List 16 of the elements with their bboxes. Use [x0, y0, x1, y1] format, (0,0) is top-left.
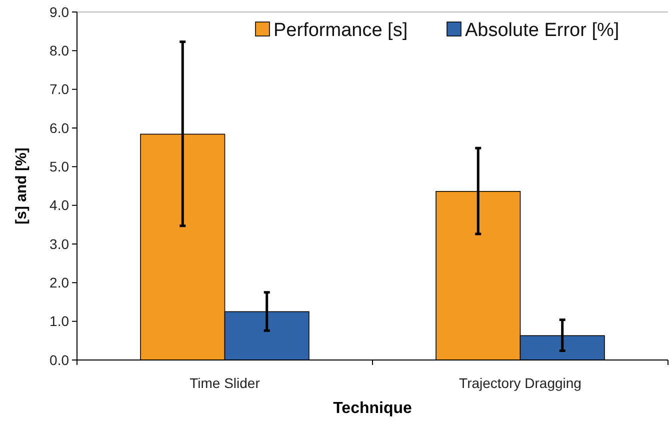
- x-tick-label: Time Slider: [190, 375, 260, 391]
- y-tick-label: 3.0: [50, 236, 70, 252]
- x-axis-title: Technique: [333, 400, 412, 417]
- y-tick-label: 4.0: [50, 197, 70, 214]
- legend-label: Absolute Error [%]: [465, 20, 620, 41]
- y-tick-label: 9.0: [50, 4, 70, 20]
- x-tick-label: Trajectory Dragging: [459, 375, 582, 391]
- y-tick-label: 7.0: [50, 81, 70, 98]
- y-tick-label: 1.0: [50, 313, 70, 330]
- y-tick-label: 0.0: [50, 352, 70, 368]
- legend-label: Performance [s]: [274, 20, 408, 41]
- y-axis-title: [s] and [%]: [13, 148, 30, 224]
- y-tick-label: 5.0: [50, 158, 70, 175]
- y-tick-label: 6.0: [50, 120, 70, 136]
- y-tick-label: 2.0: [50, 274, 70, 291]
- y-tick-label: 8.0: [50, 42, 70, 59]
